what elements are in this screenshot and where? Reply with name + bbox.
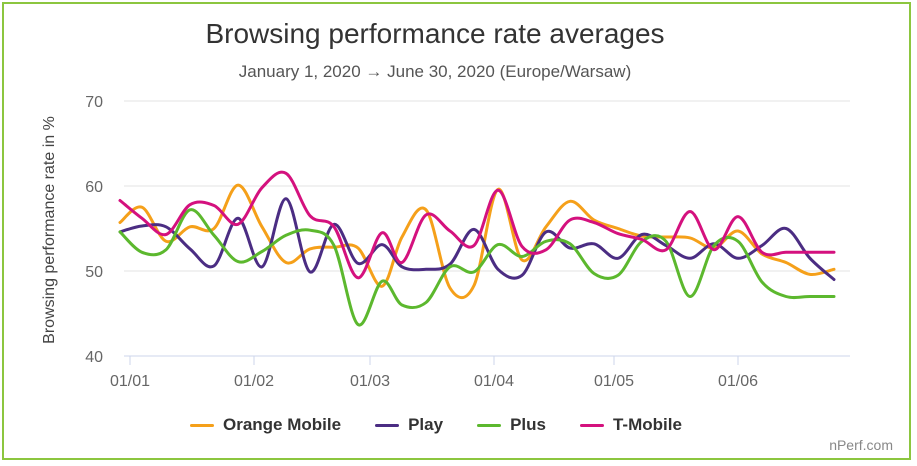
legend-item-plus[interactable]: Plus xyxy=(477,415,546,435)
chart-title: Browsing performance rate averages xyxy=(205,18,665,49)
y-tick-label: 40 xyxy=(85,349,103,366)
legend-item-t-mobile[interactable]: T-Mobile xyxy=(579,415,682,435)
x-tick-label: 01/03 xyxy=(350,373,390,390)
x-tick-label: 01/04 xyxy=(474,373,514,390)
legend-item-play[interactable]: Play xyxy=(375,415,443,435)
y-tick-label: 60 xyxy=(85,179,103,196)
y-axis-ticks: 40 50 60 70 xyxy=(85,94,103,366)
legend-swatch xyxy=(579,423,604,427)
x-tick-label: 01/02 xyxy=(234,373,274,390)
credit-label: nPerf.com xyxy=(829,437,893,453)
series-line-t-mobile xyxy=(118,170,836,280)
y-tick-label: 50 xyxy=(85,264,103,281)
legend-label: Orange Mobile xyxy=(223,415,342,434)
x-tick-label: 01/01 xyxy=(110,373,150,390)
legend: Orange Mobile Play Plus T-Mobile xyxy=(190,415,682,435)
legend-swatch xyxy=(477,423,502,427)
legend-item-orange-mobile[interactable]: Orange Mobile xyxy=(190,415,341,435)
y-tick-label: 70 xyxy=(85,94,103,111)
x-axis: 01/01 01/02 01/03 01/04 01/05 01/06 xyxy=(110,355,850,390)
series-lines xyxy=(118,170,836,327)
series-line-plus xyxy=(118,208,836,327)
legend-label: T-Mobile xyxy=(612,415,682,434)
x-tick-label: 01/05 xyxy=(594,373,634,390)
chart-subtitle: January 1, 2020 → June 30, 2020 (Europe/… xyxy=(238,62,632,81)
legend-label: Plus xyxy=(510,415,546,434)
x-tick-label: 01/06 xyxy=(718,373,758,390)
legend-swatch xyxy=(190,423,214,427)
legend-swatch xyxy=(375,423,400,427)
chart-frame xyxy=(2,2,911,460)
legend-label: Play xyxy=(408,415,444,434)
